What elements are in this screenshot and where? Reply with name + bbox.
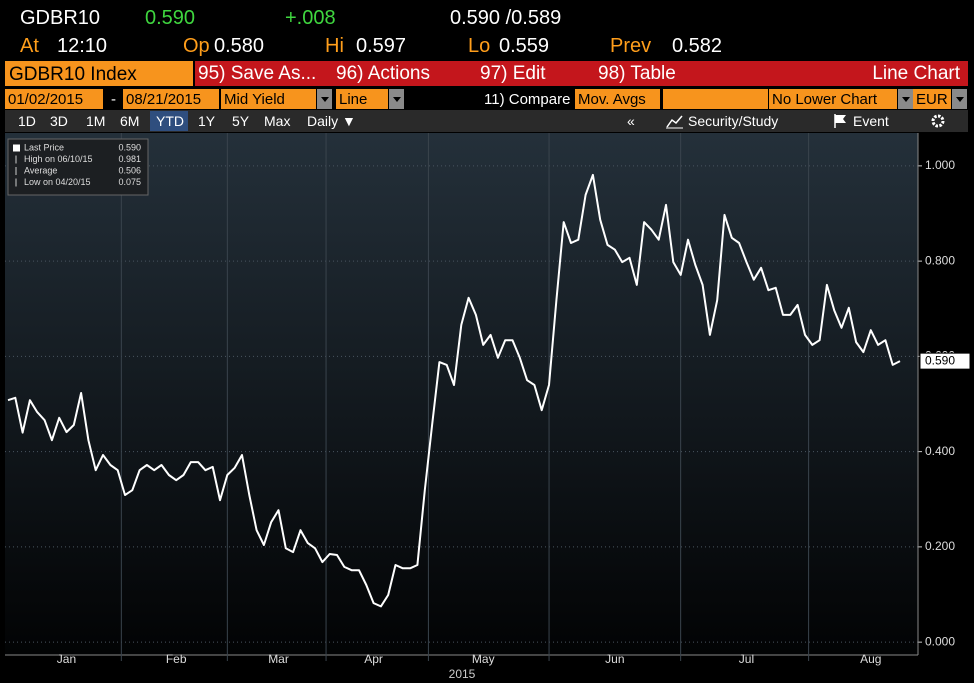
blank-field[interactable] [663, 89, 768, 109]
last-price-box [919, 352, 971, 370]
legend: Last Price 0.590 High on 06/10/15 0.981 Aver… [7, 138, 149, 196]
menu-bar [195, 61, 968, 86]
range-button[interactable]: 5Y [232, 113, 250, 129]
event-button[interactable]: Event [853, 113, 889, 129]
x-tick-label: May [472, 652, 495, 666]
security-field[interactable]: GDBR10 Index [5, 61, 193, 86]
menu-item[interactable]: 95) Save As... [198, 63, 317, 84]
legend-value: 0.981 [118, 154, 141, 164]
range-button[interactable]: 6M [120, 113, 140, 129]
chart: 2015 0.0000.2000.4000.6000.8001.000JanFe… [5, 133, 974, 681]
range-button[interactable]: 3D [50, 113, 68, 129]
legend-value: 0.075 [118, 177, 141, 187]
study-icon [666, 115, 683, 129]
range-button[interactable]: YTD [156, 113, 184, 129]
change: +.008 [285, 7, 336, 29]
x-tick-label: Mar [268, 652, 289, 666]
settings-icon[interactable] [930, 113, 946, 129]
y-tick-label: 0.000 [925, 634, 955, 648]
range-button[interactable]: 1Y [198, 113, 216, 129]
prev: 0.582 [672, 35, 723, 57]
style-select[interactable]: Line [336, 89, 388, 109]
x-tick-label: Jun [605, 652, 624, 666]
axis-area [918, 133, 974, 655]
menu-item[interactable]: 96) Actions [336, 63, 430, 84]
view-title: Line Chart [872, 63, 960, 84]
studies-field[interactable]: Mov. Avgs [575, 89, 660, 109]
open: 0.580 [214, 35, 265, 57]
currency-select[interactable]: EUR [913, 89, 951, 109]
range-bar [5, 110, 968, 132]
dropdown[interactable] [317, 89, 332, 109]
x-tick-label: Aug [860, 652, 881, 666]
dropdown[interactable] [389, 89, 404, 109]
field-select[interactable]: Mid Yield [221, 89, 316, 109]
dropdown[interactable] [952, 89, 967, 109]
x-axis-title: 2015 [449, 667, 476, 681]
time: 12:10 [57, 35, 108, 57]
legend-label: Average [24, 165, 57, 175]
dropdown[interactable] [898, 89, 913, 109]
low: 0.559 [499, 35, 550, 57]
legend-value: 0.506 [118, 165, 141, 175]
y-tick-label: 0.200 [925, 539, 955, 553]
price-line [7, 173, 901, 608]
legend-label: High on 06/10/15 [24, 154, 93, 164]
legend-value: 0.590 [118, 142, 141, 152]
start-date[interactable]: 01/02/2015 [5, 89, 103, 109]
prev-label: Prev [610, 35, 652, 57]
collapse-button[interactable]: « [627, 113, 635, 129]
low-label: Lo [468, 35, 491, 57]
last-price-label: 0.590 [925, 353, 955, 367]
plot-area [5, 133, 918, 655]
x-tick-label: Apr [364, 652, 383, 666]
ticker: GDBR10 [20, 7, 101, 29]
legend-swatch [13, 144, 20, 152]
open-label: Op [183, 35, 210, 57]
at-label: At [20, 35, 39, 57]
selected-range [150, 111, 188, 131]
frequency[interactable]: Daily ▼ [307, 113, 356, 129]
date-separator: - [111, 91, 116, 108]
menu-item[interactable]: 97) Edit [480, 63, 546, 84]
y-tick-label: 0.800 [925, 253, 955, 267]
range-button[interactable]: 1D [18, 113, 36, 129]
x-tick-label: Feb [166, 652, 187, 666]
end-date[interactable]: 08/21/2015 [123, 89, 219, 109]
frequency-label: Daily [307, 113, 339, 129]
price: 0.590 [145, 7, 196, 29]
legend-label: Last Price [24, 142, 64, 152]
legend-label: Low on 04/20/15 [24, 177, 91, 187]
lower-chart-select[interactable]: No Lower Chart [769, 89, 897, 109]
y-tick-label: 0.400 [925, 444, 955, 458]
range-button[interactable]: 1M [86, 113, 106, 129]
legend-box [7, 138, 149, 196]
y-tick-label: 1.000 [925, 158, 955, 172]
menu-item[interactable]: 98) Table [598, 63, 676, 84]
security-study-button[interactable]: Security/Study [688, 113, 779, 129]
compare-button[interactable]: 11) Compare [484, 91, 571, 108]
flag-icon [834, 114, 846, 128]
x-tick-label: Jul [739, 652, 754, 666]
high: 0.597 [356, 35, 407, 57]
bid-ask: 0.590 /0.589 [450, 7, 562, 29]
high-label: Hi [325, 35, 344, 57]
range-button[interactable]: Max [264, 113, 291, 129]
x-tick-label: Jan [57, 652, 76, 666]
